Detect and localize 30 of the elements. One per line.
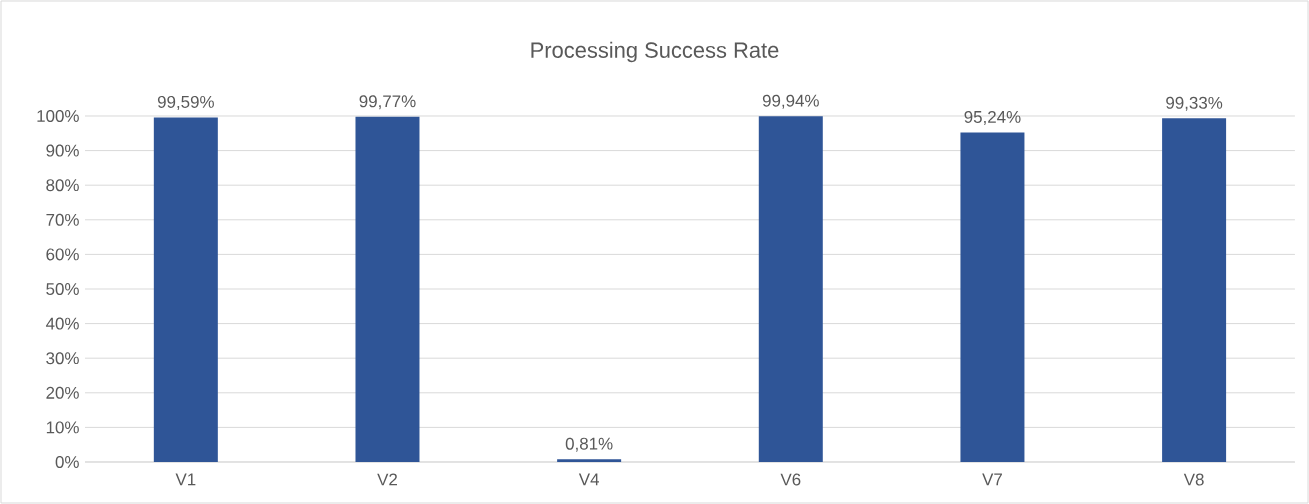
y-tick-label: 30% [46, 352, 79, 365]
x-tick-label: V7 [982, 473, 1002, 486]
bar [758, 116, 823, 462]
bar [960, 132, 1025, 462]
y-tick-label: 70% [46, 213, 79, 226]
y-tick-label: 60% [46, 248, 79, 261]
y-tick-label: 80% [46, 179, 79, 192]
data-label: 99,59% [157, 95, 214, 110]
data-label: 99,77% [359, 95, 416, 110]
y-tick-label: 40% [45, 317, 79, 330]
bar [153, 117, 218, 462]
x-tick-label: V1 [175, 473, 196, 486]
data-label: 99,33% [1166, 96, 1223, 111]
y-tick-label: 90% [46, 144, 79, 157]
data-label: 0,81% [565, 437, 613, 452]
chart-title: Processing Success Rate [531, 41, 779, 63]
bar [1162, 118, 1227, 462]
y-tick-label: 0% [55, 456, 79, 468]
data-label: 95,24% [964, 110, 1021, 125]
y-tick-label: 100% [37, 110, 79, 122]
bar [557, 459, 622, 462]
x-tick-label: V4 [578, 473, 599, 486]
bar [355, 116, 420, 462]
x-tick-label: V2 [377, 473, 397, 486]
y-tick-label: 50% [46, 283, 79, 295]
data-label: 99,94% [762, 94, 819, 109]
x-tick-label: V6 [780, 473, 801, 486]
x-tick-label: V8 [1183, 473, 1204, 486]
y-tick-label: 20% [46, 386, 79, 399]
y-tick-label: 10% [46, 421, 79, 434]
